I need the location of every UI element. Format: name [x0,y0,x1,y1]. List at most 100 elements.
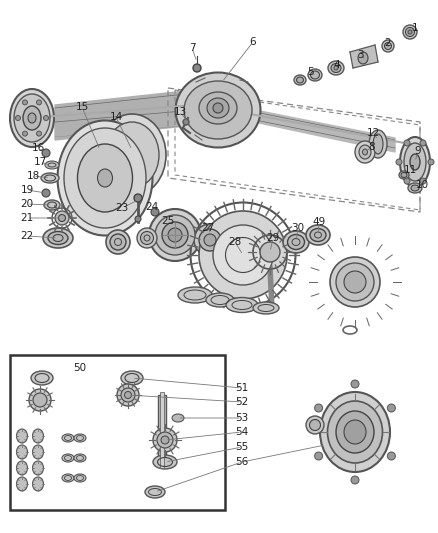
Ellipse shape [410,154,420,170]
Ellipse shape [41,173,59,183]
Circle shape [151,208,159,216]
Text: 14: 14 [110,112,123,122]
Ellipse shape [10,89,54,147]
Ellipse shape [74,434,86,442]
Ellipse shape [29,389,51,411]
Circle shape [135,216,141,222]
Text: 9: 9 [415,146,421,156]
Ellipse shape [44,200,60,210]
Ellipse shape [411,185,419,191]
Ellipse shape [43,228,73,248]
Text: 6: 6 [250,37,256,47]
Circle shape [314,452,323,460]
Text: 56: 56 [235,457,249,467]
Text: 13: 13 [173,107,187,117]
Circle shape [404,140,410,146]
Ellipse shape [124,392,131,399]
Ellipse shape [62,434,74,442]
Text: 12: 12 [366,128,380,138]
Circle shape [15,116,21,120]
Circle shape [351,476,359,484]
Circle shape [428,159,434,165]
Ellipse shape [328,61,344,75]
Text: 3: 3 [357,50,363,60]
Text: 18: 18 [26,171,39,181]
Circle shape [22,131,28,136]
Ellipse shape [287,235,304,249]
Text: 53: 53 [235,413,249,423]
Ellipse shape [121,388,135,402]
Ellipse shape [385,43,392,50]
Ellipse shape [98,169,113,187]
Ellipse shape [400,137,430,187]
Ellipse shape [213,225,273,285]
Circle shape [193,64,201,72]
Ellipse shape [199,211,287,299]
Ellipse shape [253,302,279,314]
Text: 27: 27 [201,223,215,233]
Ellipse shape [358,52,368,64]
Ellipse shape [363,149,367,155]
Polygon shape [350,45,378,68]
Circle shape [134,194,142,202]
Ellipse shape [199,92,237,124]
Ellipse shape [406,28,414,36]
Ellipse shape [105,122,159,188]
Ellipse shape [306,225,330,245]
Ellipse shape [157,432,173,448]
Text: 49: 49 [312,217,325,227]
Ellipse shape [141,231,153,245]
Ellipse shape [14,94,50,142]
Circle shape [183,119,189,125]
Ellipse shape [226,297,258,312]
Text: 51: 51 [235,383,249,393]
Ellipse shape [344,271,366,293]
Text: 23: 23 [115,203,129,213]
Ellipse shape [401,173,407,177]
Ellipse shape [64,128,146,228]
Circle shape [36,131,42,136]
Ellipse shape [155,215,195,255]
Text: 16: 16 [32,143,45,153]
Ellipse shape [153,455,177,469]
Circle shape [36,100,42,105]
Ellipse shape [359,145,371,159]
Ellipse shape [45,161,59,169]
Ellipse shape [308,69,322,81]
Ellipse shape [320,392,390,472]
Ellipse shape [369,130,387,158]
Ellipse shape [62,474,74,482]
Text: 20: 20 [21,199,34,209]
Text: 55: 55 [235,442,249,452]
Text: 10: 10 [415,180,428,190]
Bar [10,355,225,510]
Text: 54: 54 [235,427,249,437]
Text: 8: 8 [369,142,375,152]
Ellipse shape [23,106,41,130]
Ellipse shape [172,414,184,422]
Text: 7: 7 [189,43,195,53]
Text: 50: 50 [74,363,87,373]
Ellipse shape [62,454,74,462]
Ellipse shape [59,214,66,222]
Ellipse shape [32,429,43,443]
Ellipse shape [382,40,394,52]
Text: 29: 29 [266,233,279,243]
Ellipse shape [55,211,69,225]
Ellipse shape [33,393,47,407]
Ellipse shape [168,228,182,242]
Text: 1: 1 [412,23,418,33]
Text: 15: 15 [75,102,88,112]
Ellipse shape [283,231,309,253]
Ellipse shape [176,72,261,148]
Ellipse shape [57,120,152,236]
Ellipse shape [78,144,133,212]
Polygon shape [245,108,395,152]
Ellipse shape [121,371,143,385]
Ellipse shape [306,416,324,434]
Text: 2: 2 [385,38,391,48]
Ellipse shape [207,98,229,118]
Text: 19: 19 [21,185,34,195]
Text: 24: 24 [145,202,159,212]
Text: 25: 25 [161,216,175,226]
